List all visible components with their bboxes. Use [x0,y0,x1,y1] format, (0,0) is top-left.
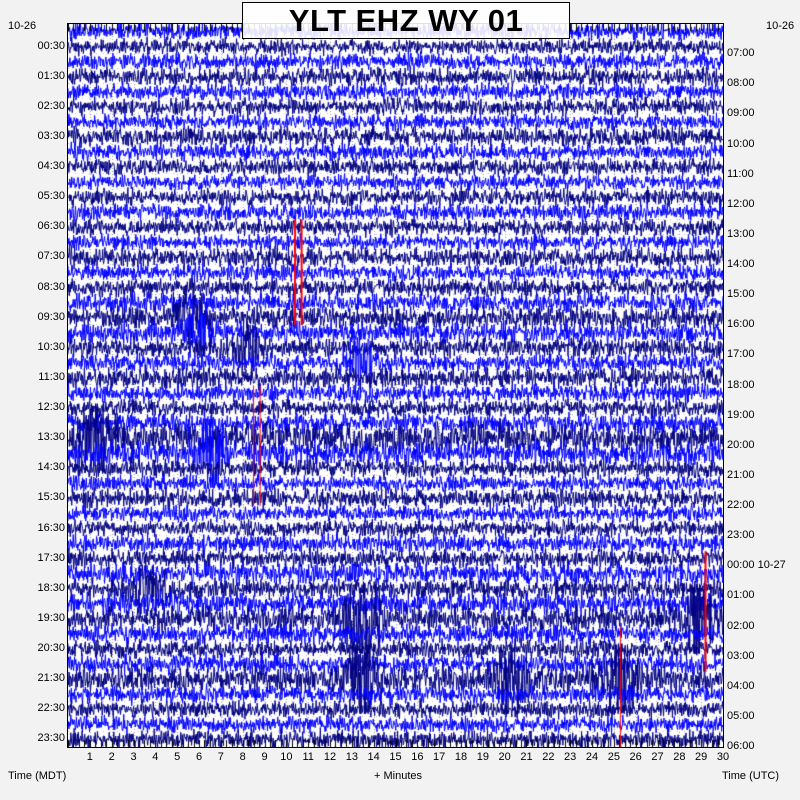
left-time-tick: 01:30 [37,69,65,82]
date-label-left: 10-26 [8,20,37,32]
bottom-axis-caption: + Minutes [374,770,422,782]
left-time-tick: 14:30 [37,461,65,474]
right-time-tick: 10:00 [727,137,755,150]
minute-tick: 17 [433,751,446,763]
left-time-tick: 22:30 [37,702,65,715]
minute-tick: 29 [695,751,708,763]
right-time-tick: 20:00 [727,438,755,451]
left-time-tick: 06:30 [37,220,65,233]
left-time-tick: 05:30 [37,190,65,203]
left-time-tick: 13:30 [37,431,65,444]
seismogram-plot[interactable] [67,23,724,748]
right-time-tick: 05:00 [727,709,755,722]
right-time-tick: 07:00 [727,47,755,60]
minute-tick: 25 [607,751,620,763]
minute-tick: 1 [86,751,93,763]
minute-tick: 27 [651,751,664,763]
minute-tick: 19 [476,751,489,763]
seismogram-traces-canvas [68,24,723,747]
minute-tick: 10 [280,751,293,763]
left-time-tick: 12:30 [37,401,65,414]
minute-tick: 22 [542,751,555,763]
left-time-tick: 03:30 [37,129,65,142]
minute-tick: 7 [217,751,224,763]
left-time-tick: 20:30 [37,642,65,655]
right-time-tick: 11:00 [727,167,754,180]
minute-tick: 5 [174,751,181,763]
left-time-tick: 10:30 [37,340,65,353]
right-time-tick: 01:00 [727,589,755,602]
right-time-tick: 03:00 [727,649,755,662]
right-time-tick: 13:00 [727,227,755,240]
left-time-tick: 07:30 [37,250,65,263]
right-time-tick: 23:00 [727,529,755,542]
date-label-right: 10-26 [766,20,795,32]
minute-tick: 26 [629,751,642,763]
minute-tick: 2 [108,751,115,763]
left-time-tick: 23:30 [37,732,65,745]
minute-tick: 8 [239,751,246,763]
minute-tick: 15 [389,751,402,763]
minute-tick: 23 [564,751,577,763]
minute-tick: 3 [130,751,137,763]
page-title: YLT EHZ WY 01 [288,3,524,38]
right-time-tick: 06:00 [727,740,755,752]
left-time-tick: 17:30 [37,551,65,564]
right-time-tick: 04:00 [727,679,755,692]
minute-tick: 18 [454,751,468,763]
minute-tick: 16 [411,751,424,763]
right-time-tick: 15:00 [727,288,755,301]
minute-tick: 14 [367,751,380,763]
left-time-tick: 02:30 [37,99,65,112]
minute-tick: 6 [195,751,203,763]
minute-tick: 24 [585,751,599,763]
title-box: YLT EHZ WY 01 [242,2,570,39]
minute-tick: 4 [152,751,159,763]
right-axis-caption: Time (UTC) [722,770,780,782]
right-time-tick: 02:00 [727,619,755,632]
left-axis-caption: Time (MDT) [8,770,67,782]
minute-tick: 11 [302,751,314,763]
right-time-tick: 08:00 [727,77,755,90]
left-time-tick: 16:30 [37,521,65,534]
right-time-tick: 19:00 [727,408,755,421]
minute-tick: 9 [261,751,268,763]
minute-tick: 20 [498,751,511,763]
left-time-tick: 00:30 [37,39,65,52]
left-time-tick: 04:30 [37,160,65,173]
left-time-tick: 21:30 [37,672,65,685]
minute-tick: 21 [520,751,533,763]
right-time-tick: 09:00 [727,107,755,120]
left-time-tick: 08:30 [37,280,65,293]
right-time-tick: 21:00 [727,468,755,481]
right-time-tick: 00:00 10-27 [727,559,786,572]
left-time-tick: 15:30 [37,491,65,504]
right-time-tick: 12:00 [727,197,755,210]
right-time-tick: 14:00 [727,258,755,270]
left-time-tick: 18:30 [37,581,65,594]
right-time-tick: 22:00 [727,499,755,511]
right-time-tick: 17:00 [727,348,755,361]
left-time-tick: 11:30 [38,370,65,383]
minute-tick: 13 [345,751,358,763]
left-time-tick: 09:30 [37,310,65,323]
minute-tick: 12 [323,751,337,763]
right-time-tick: 18:00 [727,378,755,391]
right-time-tick: 16:00 [727,318,755,331]
minute-tick: 28 [673,751,686,763]
left-time-tick: 19:30 [37,611,65,624]
minute-tick: 30 [716,751,730,763]
